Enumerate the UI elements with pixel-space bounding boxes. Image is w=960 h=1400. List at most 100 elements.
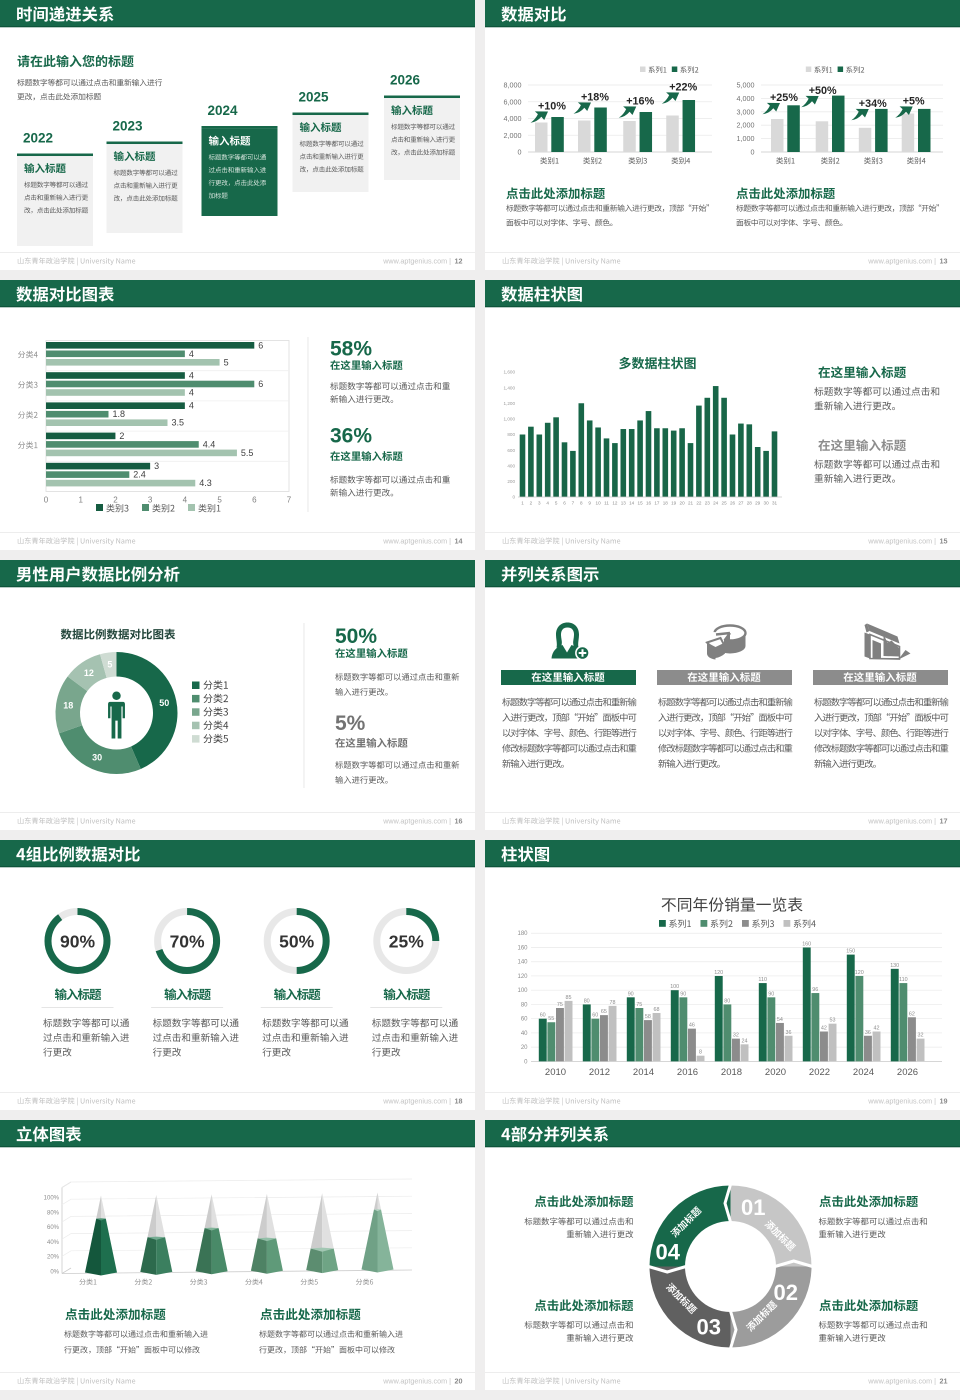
svg-text:26: 26 — [730, 501, 736, 506]
svg-text:17: 17 — [940, 817, 948, 826]
svg-text:7: 7 — [572, 501, 575, 506]
svg-text:4: 4 — [183, 496, 188, 505]
svg-text:1,400: 1,400 — [504, 385, 516, 390]
svg-text:5: 5 — [107, 660, 112, 670]
svg-text:2010: 2010 — [545, 1067, 566, 1078]
svg-text:400: 400 — [507, 463, 515, 468]
svg-text:7: 7 — [287, 496, 292, 505]
svg-text:50%: 50% — [335, 625, 377, 648]
svg-text:11: 11 — [604, 501, 609, 506]
svg-text:30: 30 — [764, 501, 770, 506]
svg-text:8: 8 — [580, 501, 583, 506]
svg-text:03: 03 — [697, 1315, 721, 1340]
svg-text:6: 6 — [252, 496, 257, 505]
svg-text:80: 80 — [584, 998, 590, 1004]
svg-text:www.aptgenius.com |: www.aptgenius.com | — [867, 1097, 936, 1106]
svg-text:3,000: 3,000 — [737, 107, 755, 116]
svg-text:90%: 90% — [60, 932, 95, 952]
svg-text:2: 2 — [119, 431, 124, 441]
svg-text:4.4: 4.4 — [203, 439, 216, 449]
svg-text:www.aptgenius.com |: www.aptgenius.com | — [382, 537, 451, 546]
svg-text:10: 10 — [596, 501, 602, 506]
svg-text:65: 65 — [601, 1009, 607, 1015]
svg-text:12: 12 — [455, 257, 463, 266]
svg-text:62: 62 — [909, 1011, 915, 1017]
svg-text:2,000: 2,000 — [504, 131, 522, 140]
svg-text:800: 800 — [507, 432, 515, 437]
svg-text:27: 27 — [738, 501, 744, 506]
svg-text:www.aptgenius.com |: www.aptgenius.com | — [867, 537, 936, 546]
svg-text:4.3: 4.3 — [199, 478, 212, 488]
svg-text:2016: 2016 — [677, 1067, 698, 1078]
svg-text:01: 01 — [741, 1195, 765, 1220]
svg-text:36: 36 — [786, 1030, 792, 1036]
svg-text:96: 96 — [812, 987, 818, 993]
svg-text:150: 150 — [846, 949, 855, 955]
svg-text:4: 4 — [189, 401, 194, 411]
svg-text:80%: 80% — [47, 1210, 60, 1216]
svg-text:+18%: +18% — [581, 92, 609, 104]
svg-text:25%: 25% — [389, 932, 424, 952]
svg-text:100%: 100% — [44, 1196, 60, 1202]
svg-text:04: 04 — [656, 1240, 681, 1265]
svg-text:20: 20 — [680, 501, 686, 506]
svg-text:1.8: 1.8 — [112, 409, 125, 419]
svg-text:www.aptgenius.com |: www.aptgenius.com | — [382, 1377, 451, 1386]
svg-text:6: 6 — [563, 501, 566, 506]
svg-text:+22%: +22% — [669, 82, 697, 94]
svg-text:4,000: 4,000 — [737, 94, 755, 103]
svg-text:20: 20 — [521, 1045, 528, 1051]
svg-text:90: 90 — [768, 991, 774, 997]
svg-text:160: 160 — [517, 945, 528, 951]
svg-text:30: 30 — [92, 753, 102, 763]
svg-text:20: 20 — [455, 1377, 463, 1386]
svg-text:140: 140 — [517, 960, 528, 966]
svg-text:+25%: +25% — [770, 92, 798, 104]
svg-text:2018: 2018 — [721, 1067, 742, 1078]
svg-text:160: 160 — [802, 941, 811, 947]
svg-text:80: 80 — [724, 998, 730, 1004]
svg-text:14: 14 — [455, 537, 463, 546]
svg-text:75: 75 — [557, 1002, 563, 1008]
svg-text:24: 24 — [713, 501, 719, 506]
svg-text:www.aptgenius.com |: www.aptgenius.com | — [867, 1377, 936, 1386]
svg-text:130: 130 — [890, 963, 899, 969]
svg-text:20%: 20% — [47, 1255, 60, 1261]
svg-text:200: 200 — [507, 479, 515, 484]
svg-text:4: 4 — [189, 371, 194, 381]
svg-text:22: 22 — [696, 501, 702, 506]
svg-text:75: 75 — [636, 1002, 642, 1008]
svg-text:4: 4 — [546, 501, 549, 506]
svg-text:6: 6 — [258, 340, 263, 350]
svg-text:32: 32 — [918, 1033, 924, 1039]
svg-text:42: 42 — [821, 1026, 827, 1032]
svg-text:120: 120 — [714, 970, 723, 976]
svg-text:1: 1 — [78, 496, 83, 505]
svg-text:180: 180 — [517, 931, 528, 937]
svg-text:6: 6 — [258, 379, 263, 389]
svg-text:5: 5 — [224, 357, 229, 367]
svg-text:2.4: 2.4 — [133, 470, 146, 480]
svg-text:24: 24 — [742, 1038, 748, 1044]
svg-text:3: 3 — [538, 501, 541, 506]
svg-text:+10%: +10% — [538, 101, 566, 113]
svg-text:58%: 58% — [330, 338, 372, 361]
svg-text:5,000: 5,000 — [737, 81, 755, 90]
svg-text:13: 13 — [621, 501, 627, 506]
svg-text:85: 85 — [566, 995, 572, 1001]
svg-text:2022: 2022 — [809, 1067, 830, 1078]
svg-text:1: 1 — [521, 501, 524, 506]
svg-text:2012: 2012 — [589, 1067, 610, 1078]
svg-text:3.5: 3.5 — [172, 418, 185, 428]
svg-text:2,000: 2,000 — [737, 121, 755, 130]
svg-text:1,000: 1,000 — [737, 134, 755, 143]
svg-text:2025: 2025 — [299, 90, 330, 105]
svg-text:8,000: 8,000 — [504, 81, 522, 90]
svg-text:32: 32 — [733, 1033, 739, 1039]
svg-text:2024: 2024 — [853, 1067, 874, 1078]
svg-text:120: 120 — [517, 974, 528, 980]
svg-text:2026: 2026 — [390, 73, 421, 88]
svg-text:5: 5 — [217, 496, 222, 505]
svg-text:5.5: 5.5 — [241, 448, 254, 458]
svg-text:6,000: 6,000 — [504, 97, 522, 106]
